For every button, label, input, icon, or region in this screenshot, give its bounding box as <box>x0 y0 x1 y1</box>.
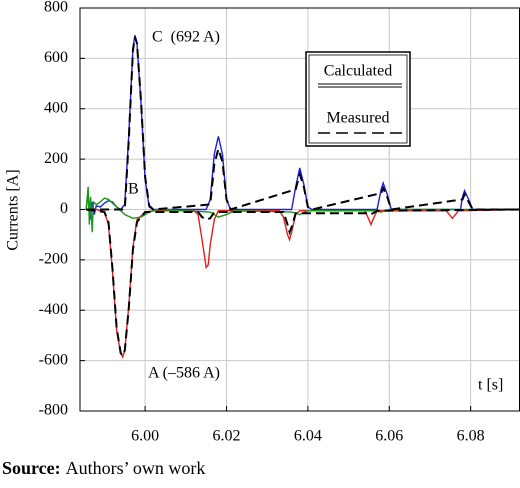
annotation: A (–586 A) <box>148 365 220 382</box>
y-tick-label: 400 <box>44 99 68 116</box>
caption-text: Authors’ own work <box>66 458 206 478</box>
caption-label: Source: <box>2 458 61 478</box>
x-tick-label: 6.02 <box>213 428 241 445</box>
y-tick-label: -400 <box>39 301 68 318</box>
x-tick-label: 6.04 <box>294 428 322 445</box>
y-tick-label: 200 <box>44 150 68 167</box>
annotation: B <box>128 181 139 198</box>
y-tick-label: -200 <box>39 251 68 268</box>
y-tick-label: 0 <box>60 200 68 217</box>
series-line <box>86 208 520 359</box>
y-tick-label: 800 <box>44 0 68 16</box>
caption: Source: Authors’ own work <box>2 458 205 478</box>
legend-label: Calculated <box>324 63 392 80</box>
x-tick-label: 6.00 <box>131 428 159 445</box>
annotation: C (692 A) <box>152 29 220 46</box>
x-tick-label: 6.08 <box>457 428 485 445</box>
y-tick-label: -800 <box>39 402 68 419</box>
series-line <box>85 208 520 358</box>
legend-label: Measured <box>326 110 389 127</box>
series-line <box>86 36 520 211</box>
legend-box <box>305 51 411 147</box>
y-axis-label: Currents [A] <box>5 169 22 250</box>
x-tick-label: 6.06 <box>375 428 403 445</box>
legend-box-inner <box>308 54 408 144</box>
x-axis-label: t [s] <box>478 377 503 394</box>
series-line <box>85 35 520 220</box>
y-tick-label: 600 <box>44 49 68 66</box>
y-tick-label: -600 <box>39 351 68 368</box>
